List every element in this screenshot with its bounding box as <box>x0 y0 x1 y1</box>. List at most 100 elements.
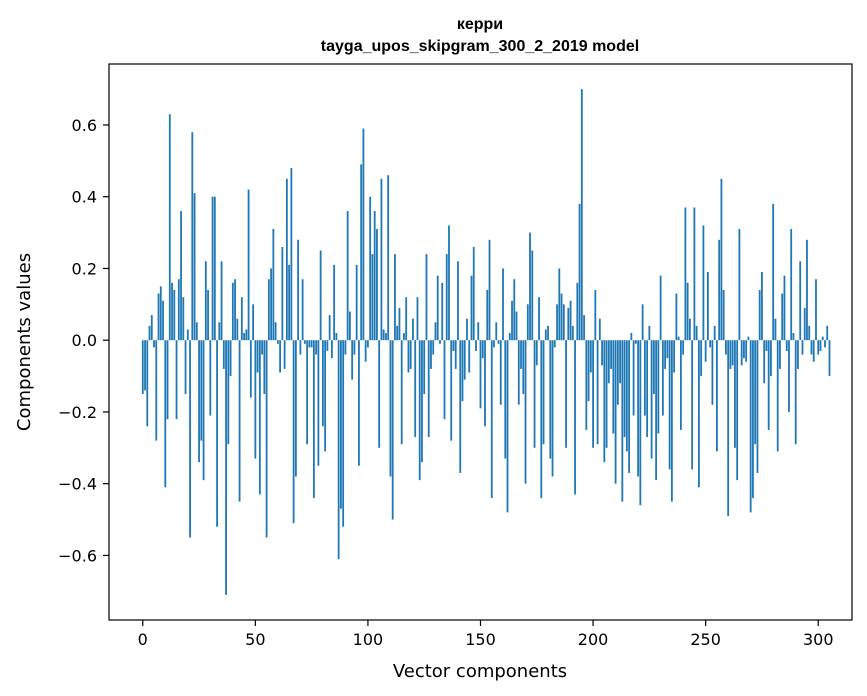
bar <box>776 340 779 452</box>
bar <box>677 336 680 341</box>
bar <box>621 340 624 502</box>
bar <box>231 282 234 341</box>
x-tick-label: 50 <box>245 630 265 649</box>
bar <box>171 282 173 341</box>
bar <box>387 175 390 341</box>
bar <box>772 203 775 341</box>
bar <box>806 239 808 341</box>
bar <box>459 340 462 473</box>
bar <box>821 336 824 341</box>
bar <box>481 340 484 359</box>
bar <box>245 329 248 341</box>
bar <box>308 340 311 348</box>
bar <box>504 340 507 459</box>
bar <box>448 225 450 341</box>
bar <box>211 196 214 341</box>
bar <box>725 340 727 355</box>
y-axis-label: Components values <box>14 253 35 431</box>
bar <box>790 229 793 341</box>
bar <box>749 340 752 513</box>
bar <box>398 307 401 341</box>
bar <box>202 340 205 481</box>
bar <box>218 322 221 341</box>
bar <box>592 340 594 448</box>
bar <box>720 178 723 341</box>
bar <box>783 275 786 341</box>
bar <box>180 211 182 341</box>
bar <box>524 340 527 484</box>
bar <box>427 340 430 438</box>
bar <box>207 289 209 341</box>
bar <box>499 340 502 405</box>
bar <box>574 340 576 495</box>
bar <box>461 340 464 402</box>
bar <box>533 340 536 448</box>
bar <box>434 322 437 341</box>
bar <box>709 340 712 348</box>
bar <box>670 340 673 502</box>
bar <box>222 340 225 369</box>
bar <box>488 239 491 341</box>
bar <box>349 311 351 341</box>
bar <box>752 340 754 499</box>
bar <box>702 225 705 341</box>
bar <box>718 239 721 341</box>
bar <box>580 89 583 341</box>
bar <box>515 311 518 341</box>
bar <box>711 340 714 405</box>
y-tick-label: −0.6 <box>58 546 97 565</box>
bar <box>695 325 698 341</box>
bar <box>335 333 338 341</box>
bar <box>576 282 579 341</box>
y-tick-label: 0.0 <box>72 331 97 350</box>
bar <box>436 275 439 341</box>
bar <box>360 164 363 341</box>
bar <box>331 340 333 359</box>
bar <box>607 340 610 384</box>
bar <box>371 254 374 341</box>
x-tick-label: 0 <box>138 630 148 649</box>
bar <box>209 340 212 416</box>
bar <box>623 340 626 438</box>
bar <box>668 340 671 470</box>
bar <box>513 279 516 341</box>
bar <box>540 340 543 499</box>
bar <box>794 340 797 445</box>
y-tick-label: 0.4 <box>72 188 97 207</box>
bar <box>337 340 340 560</box>
bar <box>445 254 448 341</box>
bar <box>560 293 563 341</box>
bar <box>529 232 531 341</box>
bar <box>396 325 399 341</box>
bar <box>547 325 549 341</box>
bar <box>727 340 730 516</box>
bar <box>601 340 603 366</box>
bar <box>182 297 185 341</box>
bar <box>380 178 383 341</box>
bar <box>824 340 826 348</box>
bar <box>421 340 423 463</box>
bar <box>520 340 522 369</box>
bar <box>567 307 570 341</box>
bar <box>779 340 781 369</box>
bar <box>616 340 619 405</box>
bar <box>587 340 590 402</box>
bar <box>213 196 216 341</box>
bar <box>679 340 682 430</box>
bar <box>292 340 295 524</box>
bar <box>479 340 482 409</box>
bar <box>229 340 232 377</box>
bar <box>141 340 144 395</box>
bar <box>646 340 649 438</box>
bar <box>594 289 597 341</box>
bar <box>630 333 633 341</box>
bar <box>655 340 658 481</box>
bar <box>598 318 601 341</box>
bar <box>675 293 678 341</box>
bar <box>477 322 480 341</box>
bar <box>486 289 489 341</box>
bar <box>153 340 155 348</box>
bar <box>693 207 696 341</box>
bar <box>808 325 811 341</box>
